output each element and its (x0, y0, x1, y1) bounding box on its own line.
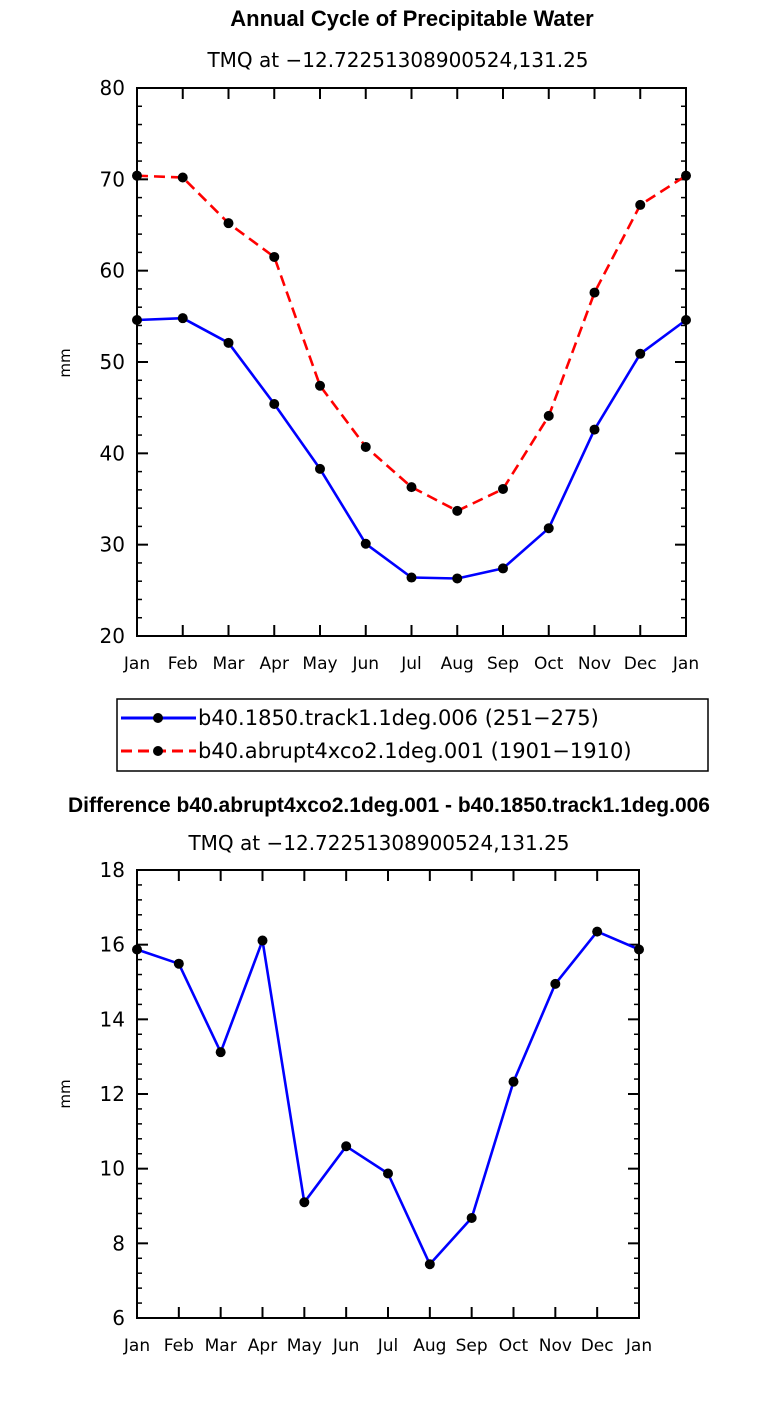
chart1-series-2-point (498, 483, 508, 494)
chart1-series-1-line (136, 316, 687, 580)
chart2-ytick-label: 6 (112, 1306, 125, 1330)
chart1-series-1-point (177, 313, 188, 324)
chart1-plot: 20 30 40 50 60 70 80 Jan Feb Mar Apr May Jun Jul Aug Se… (100, 76, 700, 674)
chart1-series-1-point (589, 424, 600, 435)
chart2-series-1-point (592, 926, 603, 937)
chart2-xtick-label: Nov (539, 1336, 572, 1356)
chart2-series-1-point (257, 935, 268, 946)
chart2-series-1-point (508, 1076, 519, 1087)
chart2-series-1-point (215, 1047, 226, 1058)
chart1-series-2-point (177, 172, 188, 183)
chart1-xtick-label: Feb (168, 654, 198, 674)
chart1-ytick-label: 60 (100, 259, 125, 283)
chart1-xtick-label: Dec (624, 654, 657, 674)
chart1-xtick-label: Aug (441, 654, 474, 674)
chart2-series-1-point (299, 1197, 310, 1208)
chart1-series-1-point (498, 563, 508, 574)
chart1-ytick-label: 50 (100, 350, 125, 374)
chart2-xtick-label: Feb (164, 1336, 194, 1356)
chart2-series-1-point (550, 978, 561, 989)
chart2-ytick-label: 18 (100, 858, 125, 882)
chart2-ytick-label: 12 (100, 1082, 125, 1106)
chart1-xtick-label: Jan (123, 654, 150, 674)
chart1-xtick-label: May (302, 654, 337, 674)
chart2-xtick-label: Jul (377, 1336, 399, 1356)
chart1-series-2-point (681, 170, 691, 181)
chart2-series-1-point (634, 944, 644, 955)
chart1-series-1-point (315, 463, 325, 474)
chart1-series-2-point (315, 380, 325, 391)
chart2-xtick-label: Sep (456, 1336, 488, 1356)
chart1-subtitle: TMQ at −12.72251308900524,131.25 (206, 48, 588, 72)
chart1-series-2-point (543, 410, 554, 421)
chart2-ytick-label: 10 (100, 1157, 125, 1181)
chart1-legend: b40.1850.track1.1deg.006 (251−275) b40.a… (116, 698, 709, 772)
chart1-ytick-label: 40 (100, 441, 125, 465)
chart1-ytick-label: 80 (100, 76, 125, 100)
chart2-xtick-label: Jan (625, 1336, 652, 1356)
chart2-xtick-label: Dec (581, 1336, 614, 1356)
chart2-frame (136, 869, 640, 1319)
legend-marker-series-2 (153, 746, 163, 756)
chart1-xtick-label: Jan (672, 654, 699, 674)
chart1-xtick-label: Mar (212, 654, 244, 674)
chart2-xtick-label: Oct (499, 1336, 529, 1356)
chart2-xtick-label: May (287, 1336, 322, 1356)
chart1-xtick-label: Nov (578, 654, 611, 674)
chart1-ytick-label: 30 (100, 533, 125, 557)
chart1-ytick-label: 20 (100, 624, 125, 648)
chart2-series-1-line (136, 930, 640, 1266)
chart1-series-1-point (269, 399, 280, 410)
chart2-xtick-label: Mar (205, 1336, 237, 1356)
chart1-xtick-label: Jul (400, 654, 422, 674)
chart1-xtick-label: Apr (260, 654, 289, 674)
chart1-frame (136, 87, 687, 637)
chart2-ytick-label: 16 (100, 933, 125, 957)
chart1-series-2-point (223, 218, 234, 229)
chart2-series-1-point (132, 944, 142, 955)
chart1-series-1-point (452, 573, 463, 584)
chart1-series-2-line (136, 174, 687, 513)
chart2-series-1-point (173, 958, 184, 969)
legend-marker-series-1 (153, 713, 163, 723)
chart1-title: Annual Cycle of Precipitable Water (230, 6, 594, 31)
chart2-series-1-point (466, 1212, 477, 1223)
chart2-ytick-label: 14 (100, 1007, 125, 1031)
chart2-series-1-point (341, 1141, 352, 1152)
chart1-xtick-label: Jun (351, 654, 379, 674)
chart1-xtick-label: Oct (534, 654, 564, 674)
chart1-series-2-point (406, 482, 417, 493)
chart1-series-1-point (635, 348, 646, 359)
chart2-title: Difference b40.abrupt4xco2.1deg.001 - b4… (68, 794, 710, 817)
legend-label-series-1: b40.1850.track1.1deg.006 (251−275) (198, 706, 599, 730)
chart1-series-1-point (681, 314, 691, 325)
chart1-series-1-point (132, 314, 142, 325)
chart1-series-1-point (406, 572, 417, 583)
chart1-ytick-label: 70 (100, 167, 125, 191)
chart2-xtick-label: Aug (413, 1336, 446, 1356)
chart2-ytick-label: 8 (112, 1231, 125, 1255)
chart2-ylabel: mm (56, 1079, 74, 1108)
chart1-series-2-point (589, 287, 600, 298)
chart1-series-2-point (132, 170, 142, 181)
chart1-series-2-point (269, 251, 280, 262)
chart1-series-2-point (452, 505, 463, 516)
chart2-xtick-label: Jun (332, 1336, 360, 1356)
chart2-xtick-label: Jan (123, 1336, 150, 1356)
chart2-series-1-point (383, 1168, 393, 1179)
legend-box (116, 698, 709, 772)
chart2-xtick-label: Apr (248, 1336, 277, 1356)
chart1-series-2-point (360, 441, 371, 452)
chart1-series-1-point (543, 523, 554, 534)
chart1-series-1-point (223, 337, 234, 348)
chart1-ylabel: mm (56, 348, 74, 377)
chart2-subtitle: TMQ at −12.72251308900524,131.25 (187, 831, 569, 855)
chart2-series-1-point (424, 1259, 435, 1270)
chart2-plot: 6 8 10 12 14 16 18 Jan Feb Mar Apr May Jun Jul Aug Sep O… (100, 858, 653, 1356)
chart1-xtick-label: Sep (487, 654, 519, 674)
legend-label-series-2: b40.abrupt4xco2.1deg.001 (1901−1910) (198, 739, 632, 763)
chart1-series-2-point (635, 199, 646, 210)
chart1-series-1-point (360, 538, 371, 549)
